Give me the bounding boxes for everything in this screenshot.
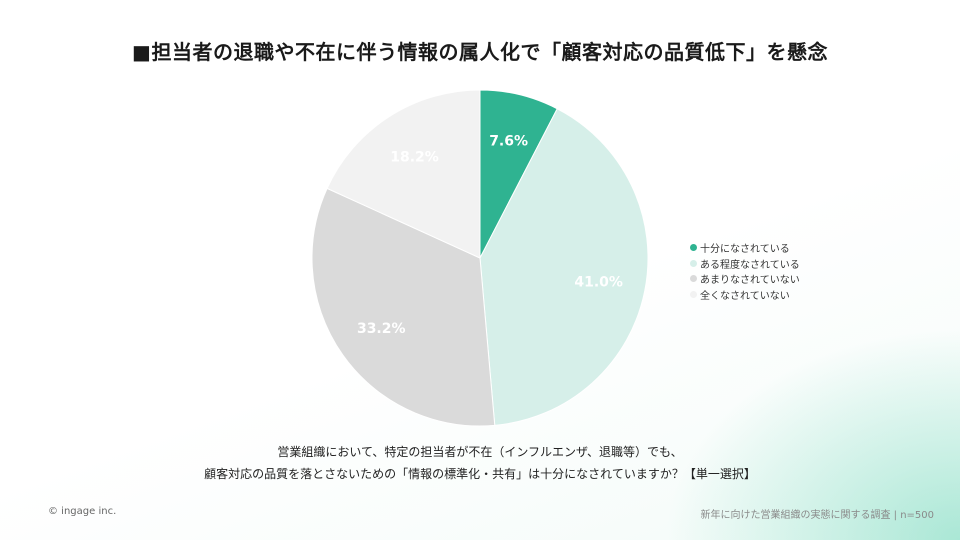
legend-item: あまりなされていない [690,271,800,287]
slice-data-label: 18.2% [390,149,439,165]
legend-label: ある程度なされている [700,259,800,271]
source-note: 新年に向けた営業組織の実態に関する調査 | n=500 [700,510,934,521]
legend-item: ある程度なされている [690,256,800,272]
legend-swatch [690,290,697,298]
slice-data-label: 7.6% [489,133,528,149]
legend-label: 十分になされている [700,244,790,256]
pie-slice-2 [311,187,496,427]
pie-slice-3 [326,89,481,259]
slice-data-label: 41.0% [574,274,623,290]
legend-item: 十分になされている [690,240,800,256]
pie-slice-1 [479,108,649,426]
chart-title: ■担当者の退職や不在に伴う情報の属人化で「顧客対応の品質低下」を懸念 [132,40,828,64]
question-line: 営業組織において、特定の担当者が不在（インフルエンザ、退職等）でも、 [277,445,683,459]
survey-question: 営業組織において、特定の担当者が不在（インフルエンザ、退職等）でも、 顧客対応の… [0,441,960,485]
slice-data-label: 33.2% [357,321,406,337]
copyright: © ingage inc. [48,506,117,517]
legend-swatch [690,275,697,283]
legend-label: 全くなされていない [700,290,790,302]
legend-item: 全くなされていない [690,287,800,303]
legend: 十分になされている ある程度なされている あまりなされていない 全くなされていな… [690,240,800,302]
question-line: 顧客対応の品質を落とさないための「情報の標準化・共有」は十分になされていますか？… [204,467,756,481]
legend-swatch [690,259,697,267]
legend-label: あまりなされていない [700,275,800,287]
legend-swatch [690,244,697,252]
